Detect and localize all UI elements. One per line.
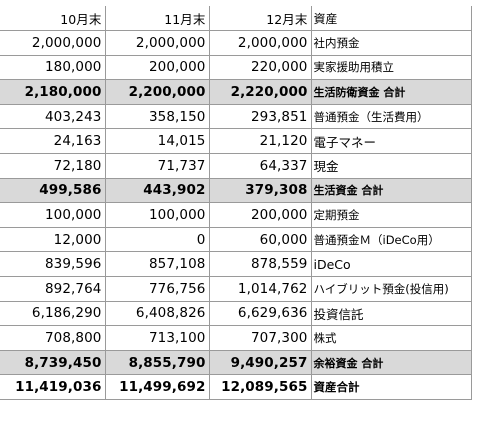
value-cell-november[interactable]: 776,756 — [104, 276, 210, 302]
value-cell-october[interactable]: 892,764 — [0, 276, 106, 302]
table-row: 708,800 713,100 707,300 株式 — [0, 325, 472, 351]
value-cell-december[interactable]: 60,000 — [208, 226, 312, 253]
value-cell-november[interactable]: 8,855,790 — [104, 349, 210, 376]
asset-label-cell[interactable]: 現金 — [310, 153, 472, 179]
value-cell-october[interactable]: 403,243 — [0, 103, 106, 130]
subtotal-row: 2,180,000 2,200,000 2,220,000 生活防衛資金 合計 — [0, 79, 472, 105]
grand-total-row: 11,419,036 11,499,692 12,089,565 資産合計 — [0, 374, 472, 400]
value-cell-december[interactable]: 6,629,636 — [208, 300, 312, 327]
asset-label-cell[interactable]: 電子マネー — [310, 128, 472, 155]
header-cell-december[interactable]: 12月末 — [208, 6, 312, 32]
value-cell-december[interactable]: 293,851 — [208, 103, 312, 130]
asset-label-cell[interactable]: 社内預金 — [310, 30, 472, 56]
value-cell-october[interactable]: 2,000,000 — [0, 30, 106, 56]
value-cell-october[interactable]: 8,739,450 — [0, 349, 106, 376]
value-cell-october[interactable]: 6,186,290 — [0, 300, 106, 327]
value-cell-october[interactable]: 839,596 — [0, 251, 106, 278]
asset-label-cell[interactable]: 普通預金（生活費用） — [310, 103, 472, 130]
value-cell-november[interactable]: 200,000 — [104, 54, 210, 81]
header-row: 10月末 11月末 12月末 資産 — [0, 6, 472, 32]
table-row: 403,243 358,150 293,851 普通預金（生活費用） — [0, 103, 472, 130]
value-cell-november[interactable]: 713,100 — [104, 325, 210, 351]
value-cell-november[interactable]: 71,737 — [104, 153, 210, 179]
value-cell-october[interactable]: 72,180 — [0, 153, 106, 179]
table-row: 892,764 776,756 1,014,762 ハイブリット預金(投信用) — [0, 276, 472, 302]
value-cell-october[interactable]: 24,163 — [0, 128, 106, 155]
value-cell-november[interactable]: 14,015 — [104, 128, 210, 155]
asset-label-cell[interactable]: 生活資金 合計 — [310, 177, 472, 204]
asset-table: 10月末 11月末 12月末 資産 2,000,000 2,000,000 2,00… — [0, 6, 472, 400]
table-row: 6,186,290 6,408,826 6,629,636 投資信託 — [0, 300, 472, 327]
value-cell-december[interactable]: 379,308 — [208, 177, 312, 204]
value-cell-december[interactable]: 2,220,000 — [208, 79, 312, 105]
header-cell-asset[interactable]: 資産 — [310, 6, 472, 32]
asset-table-body: 10月末 11月末 12月末 資産 2,000,000 2,000,000 2,00… — [0, 6, 472, 400]
table-row: 100,000 100,000 200,000 定期預金 — [0, 202, 472, 228]
asset-label-cell[interactable]: 実家援助用積立 — [310, 54, 472, 81]
value-cell-november[interactable]: 11,499,692 — [104, 374, 210, 400]
asset-label-cell[interactable]: ハイブリット預金(投信用) — [310, 276, 472, 302]
asset-label-cell[interactable]: 普通預金Ｍ（iDeCo用） — [310, 226, 472, 253]
subtotal-row: 8,739,450 8,855,790 9,490,257 余裕資金 合計 — [0, 349, 472, 376]
value-cell-december[interactable]: 220,000 — [208, 54, 312, 81]
value-cell-november[interactable]: 6,408,826 — [104, 300, 210, 327]
asset-label-cell[interactable]: 株式 — [310, 325, 472, 351]
value-cell-december[interactable]: 9,490,257 — [208, 349, 312, 376]
table-row: 180,000 200,000 220,000 実家援助用積立 — [0, 54, 472, 81]
value-cell-october[interactable]: 11,419,036 — [0, 374, 106, 400]
value-cell-december[interactable]: 21,120 — [208, 128, 312, 155]
header-cell-november[interactable]: 11月末 — [104, 6, 210, 32]
value-cell-october[interactable]: 180,000 — [0, 54, 106, 81]
value-cell-december[interactable]: 1,014,762 — [208, 276, 312, 302]
value-cell-december[interactable]: 707,300 — [208, 325, 312, 351]
table-row: 24,163 14,015 21,120 電子マネー — [0, 128, 472, 155]
asset-label-cell[interactable]: iDeCo — [310, 251, 472, 278]
value-cell-november[interactable]: 100,000 — [104, 202, 210, 228]
asset-label-cell[interactable]: 定期預金 — [310, 202, 472, 228]
asset-label-cell[interactable]: 生活防衛資金 合計 — [310, 79, 472, 105]
asset-label-cell[interactable]: 余裕資金 合計 — [310, 349, 472, 376]
value-cell-october[interactable]: 708,800 — [0, 325, 106, 351]
value-cell-december[interactable]: 64,337 — [208, 153, 312, 179]
value-cell-december[interactable]: 12,089,565 — [208, 374, 312, 400]
table-row: 72,180 71,737 64,337 現金 — [0, 153, 472, 179]
value-cell-november[interactable]: 358,150 — [104, 103, 210, 130]
value-cell-october[interactable]: 499,586 — [0, 177, 106, 204]
table-row: 12,000 0 60,000 普通預金Ｍ（iDeCo用） — [0, 226, 472, 253]
value-cell-november[interactable]: 2,000,000 — [104, 30, 210, 56]
asset-label-cell[interactable]: 投資信託 — [310, 300, 472, 327]
value-cell-november[interactable]: 443,902 — [104, 177, 210, 204]
value-cell-october[interactable]: 12,000 — [0, 226, 106, 253]
value-cell-october[interactable]: 2,180,000 — [0, 79, 106, 105]
value-cell-december[interactable]: 2,000,000 — [208, 30, 312, 56]
table-row: 2,000,000 2,000,000 2,000,000 社内預金 — [0, 30, 472, 56]
value-cell-november[interactable]: 857,108 — [104, 251, 210, 278]
value-cell-december[interactable]: 878,559 — [208, 251, 312, 278]
value-cell-october[interactable]: 100,000 — [0, 202, 106, 228]
asset-label-cell[interactable]: 資産合計 — [310, 374, 472, 400]
value-cell-november[interactable]: 2,200,000 — [104, 79, 210, 105]
table-row: 839,596 857,108 878,559 iDeCo — [0, 251, 472, 278]
header-cell-october[interactable]: 10月末 — [0, 6, 106, 32]
value-cell-november[interactable]: 0 — [104, 226, 210, 253]
value-cell-december[interactable]: 200,000 — [208, 202, 312, 228]
subtotal-row: 499,586 443,902 379,308 生活資金 合計 — [0, 177, 472, 204]
